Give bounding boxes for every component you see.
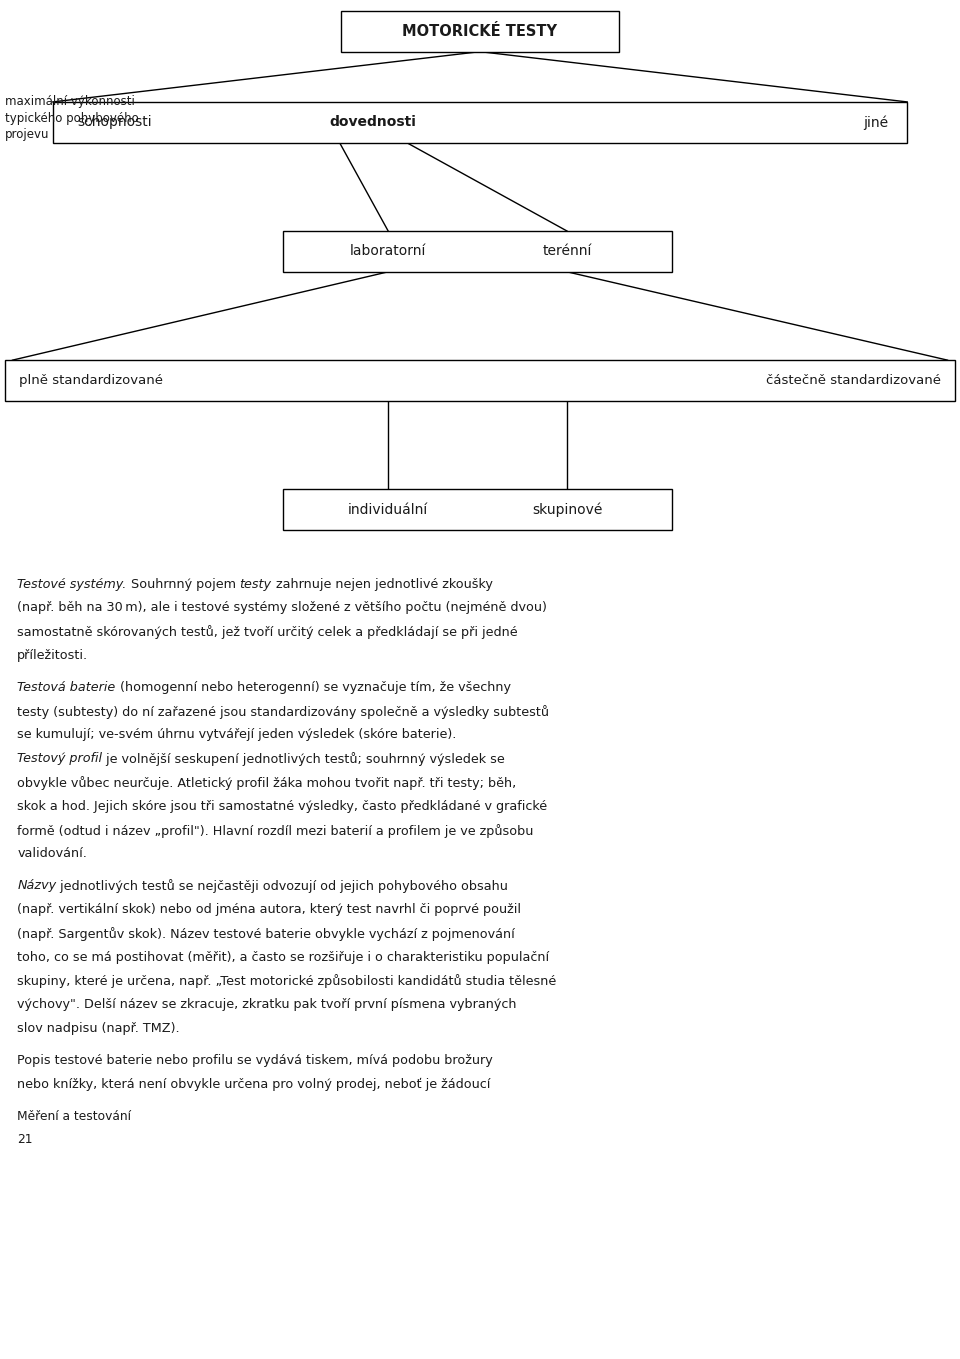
Text: částečně standardizované: částečně standardizované (766, 374, 941, 387)
Text: jiné: jiné (863, 116, 888, 129)
Text: (homogenní nebo heterogenní) se vyznačuje tím, že všechny: (homogenní nebo heterogenní) se vyznačuj… (115, 681, 511, 694)
Text: jednotlivých testů se nejčastěji odvozují od jejich pohybového obsahu: jednotlivých testů se nejčastěji odvozuj… (57, 879, 508, 893)
Bar (283, 231, 672, 272)
Text: plně standardizované: plně standardizované (19, 374, 163, 387)
Text: je volnější seskupení jednotlivých testů; souhrnný výsledek se: je volnější seskupení jednotlivých testů… (103, 753, 505, 766)
Text: validování.: validování. (17, 848, 87, 860)
Bar (53, 102, 907, 143)
Text: schopnosti: schopnosti (77, 116, 152, 129)
Text: výchovy". Delší název se zkracuje, zkratku pak tvoří první písmena vybraných: výchovy". Delší název se zkracuje, zkrat… (17, 999, 516, 1011)
Text: skupiny, které je určena, např. „Test motorické způsobilosti kandidátů studia tě: skupiny, které je určena, např. „Test mo… (17, 974, 557, 988)
Text: Testový profil: Testový profil (17, 753, 103, 765)
Text: nebo knížky, která není obvykle určena pro volný prodej, neboť je žádoucí: nebo knížky, která není obvykle určena p… (17, 1078, 491, 1091)
Text: Testová baterie: Testová baterie (17, 681, 115, 694)
Text: laboratorní: laboratorní (350, 245, 426, 258)
Bar (341, 11, 619, 52)
Bar (5, 360, 955, 401)
Text: skupinové: skupinové (532, 503, 602, 516)
Bar (283, 489, 672, 530)
Text: terénní: terénní (542, 245, 591, 258)
Text: obvykle vůbec neurčuje. Atletický profil žáka mohou tvořit např. tři testy; běh,: obvykle vůbec neurčuje. Atletický profil… (17, 776, 516, 790)
Text: testy: testy (240, 578, 272, 591)
Text: (např. Sargentův skok). Název testové baterie obvykle vychází z pojmenování: (např. Sargentův skok). Název testové ba… (17, 927, 515, 940)
Text: toho, co se má postihovat (měřit), a často se rozšiřuje i o charakteristiku popu: toho, co se má postihovat (měřit), a čas… (17, 951, 549, 964)
Text: Měření a testování: Měření a testování (17, 1110, 132, 1123)
Text: se kumulují; ve-svém úhrnu vytvářejí jeden výsledek (skóre baterie).: se kumulují; ve-svém úhrnu vytvářejí jed… (17, 728, 457, 742)
Text: maximální výkonnosti
typického pohybového
projevu: maximální výkonnosti typického pohybovéh… (5, 95, 138, 141)
Text: formě (odtud i název „profil"). Hlavní rozdíl mezi baterií a profilem je ve způs: formě (odtud i název „profil"). Hlavní r… (17, 824, 534, 837)
Text: skok a hod. Jejich skóre jsou tři samostatné výsledky, často předkládané v grafi: skok a hod. Jejich skóre jsou tři samost… (17, 799, 547, 813)
Text: samostatně skórovaných testů, jež tvoří určitý celek a předkládají se při jedné: samostatně skórovaných testů, jež tvoří … (17, 625, 517, 639)
Text: zahrnuje nejen jednotlivé zkoušky: zahrnuje nejen jednotlivé zkoušky (272, 578, 492, 591)
Text: příležitosti.: příležitosti. (17, 648, 88, 662)
Text: 21: 21 (17, 1133, 33, 1147)
Text: testy (subtesty) do ní zařazené jsou standardizovány společně a výsledky subtest: testy (subtesty) do ní zařazené jsou sta… (17, 704, 549, 719)
Text: Souhrnný pojem: Souhrnný pojem (127, 578, 240, 591)
Text: (např. vertikální skok) nebo od jména autora, který test navrhl či poprvé použil: (např. vertikální skok) nebo od jména au… (17, 904, 521, 916)
Text: slov nadpisu (např. TMZ).: slov nadpisu (např. TMZ). (17, 1022, 180, 1036)
Text: dovednosti: dovednosti (330, 116, 417, 129)
Text: Názvy: Názvy (17, 879, 57, 893)
Text: Popis testové baterie nebo profilu se vydává tiskem, mívá podobu brožury: Popis testové baterie nebo profilu se vy… (17, 1055, 493, 1067)
Text: Testové systémy.: Testové systémy. (17, 578, 127, 591)
Text: (např. běh na 30 m), ale i testové systémy složené z většího počtu (nejméně dvou: (např. běh na 30 m), ale i testové systé… (17, 601, 547, 614)
Text: MOTORICKÉ TESTY: MOTORICKÉ TESTY (402, 23, 558, 39)
Text: individuální: individuální (348, 503, 428, 516)
